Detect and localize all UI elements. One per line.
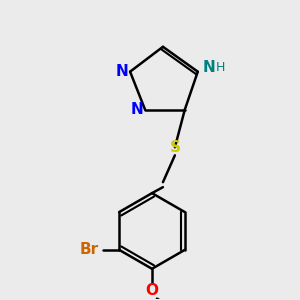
Text: Br: Br <box>80 242 99 257</box>
Text: N: N <box>131 102 143 117</box>
Text: N: N <box>203 60 215 75</box>
Text: N: N <box>116 64 128 79</box>
Text: H: H <box>216 61 225 74</box>
Text: O: O <box>146 283 158 298</box>
Text: S: S <box>169 140 180 155</box>
